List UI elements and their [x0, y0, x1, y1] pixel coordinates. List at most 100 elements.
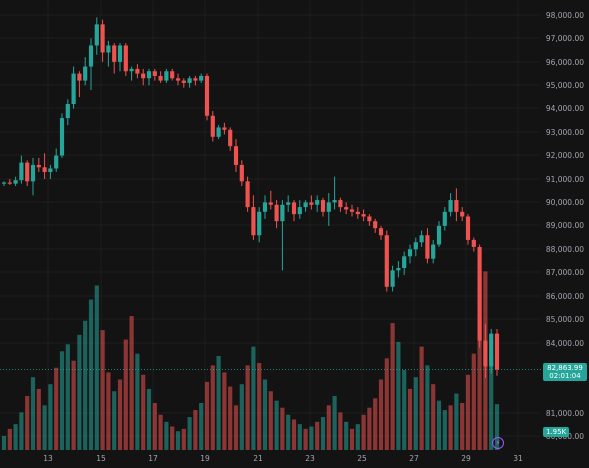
candle-body: [355, 211, 360, 215]
price-tick-label: 92,000.00: [546, 151, 584, 160]
volume-bar: [135, 353, 140, 450]
candle-body: [431, 244, 436, 259]
volume-bar: [233, 405, 239, 450]
price-tick-label: 86,000.00: [546, 292, 584, 301]
candle-body: [129, 68, 134, 72]
volume-bar: [239, 384, 244, 450]
volume-bar: [431, 384, 436, 450]
candle-body: [216, 127, 221, 137]
time-tick-label: 27: [409, 454, 419, 463]
volume-bar: [489, 356, 494, 450]
candle-body: [390, 270, 395, 287]
candle-body: [175, 78, 181, 81]
volume-bar: [77, 334, 82, 450]
volume-bar: [494, 404, 500, 450]
volume-bar: [181, 428, 186, 450]
candle-body: [494, 333, 500, 370]
candle-body: [460, 211, 465, 217]
price-tick-label: 89,000.00: [546, 221, 584, 230]
price-tick-label: 94,000.00: [546, 104, 584, 113]
volume-bar: [175, 431, 181, 450]
candle-body: [349, 209, 355, 212]
volume-bar: [158, 414, 163, 450]
volume-bar: [164, 421, 169, 450]
candle-body: [286, 202, 291, 205]
volume-bar: [291, 419, 297, 450]
candle-body: [7, 182, 12, 184]
candle-body: [465, 216, 471, 240]
price-axis[interactable]: 98,000.00 97,000.00 96,000.00 95,000.00 94,0…: [546, 11, 584, 441]
price-tick-label: 91,000.00: [546, 175, 584, 184]
candle-body: [378, 228, 384, 236]
candle-body: [413, 242, 418, 250]
price-tick-label: 84,000.00: [546, 339, 584, 348]
volume-bar: [384, 358, 389, 450]
candle-body: [361, 214, 366, 217]
volume-bar: [320, 417, 326, 450]
candle-body: [274, 204, 279, 222]
volume-bar: [471, 353, 476, 450]
candle-body: [36, 164, 41, 168]
volume-bar: [367, 407, 372, 450]
time-tick-label: 25: [357, 454, 367, 463]
volume-bar: [199, 403, 204, 450]
candle-body: [193, 78, 198, 81]
candle-body: [315, 200, 320, 205]
price-tick-label: 87,000.00: [546, 268, 584, 277]
candle-body: [123, 45, 128, 72]
candle-body: [257, 211, 262, 236]
volume-bar: [262, 379, 268, 450]
candle-body: [152, 71, 157, 76]
time-tick-label: 17: [148, 454, 158, 463]
candle-body: [146, 71, 152, 79]
last-price-tag: 82,863.99 02:01:04: [543, 363, 587, 381]
volume-bar: [13, 424, 18, 450]
candle-body: [30, 164, 36, 182]
candle-body: [262, 202, 268, 212]
candle-body: [367, 216, 372, 222]
volume-bar: [19, 412, 24, 450]
candle-body: [222, 127, 227, 130]
candle-body: [13, 180, 18, 184]
candle-body: [309, 202, 314, 205]
candle-body: [48, 168, 53, 172]
price-tick-label: 85,000.00: [546, 315, 584, 324]
volume-bar: [390, 323, 395, 450]
candle-body: [25, 162, 30, 182]
volume-bar: [123, 339, 128, 450]
volume-bar: [460, 403, 465, 450]
lightning-icon[interactable]: ⚡: [492, 437, 504, 449]
volume-bar: [378, 379, 384, 450]
time-tick-label: 21: [253, 454, 263, 463]
candle-body: [373, 221, 378, 229]
volume-bar: [100, 330, 105, 450]
time-tick-label: 31: [513, 454, 523, 463]
volume-bar: [407, 388, 413, 450]
time-axis[interactable]: 13 15 17 19 21 23 25 27 29 31: [43, 454, 523, 463]
volume-bar: [349, 428, 355, 450]
volume-bar: [222, 372, 227, 450]
volume-bar: [187, 417, 192, 450]
volume-bar: [170, 426, 175, 450]
candle-body: [106, 45, 111, 53]
volume-tag: 1.95K: [543, 427, 570, 437]
volume-bar: [373, 398, 378, 450]
candle-body: [158, 75, 163, 81]
volume-bar: [7, 428, 12, 450]
time-tick-label: 23: [305, 454, 315, 463]
candle-body: [402, 256, 407, 269]
candle-body: [303, 202, 308, 208]
candle-body: [42, 167, 47, 172]
candle-body: [141, 73, 146, 79]
price-tick-label: 90,000.00: [546, 198, 584, 207]
volume-bar: [396, 341, 401, 450]
candle-body: [112, 45, 117, 62]
volume-bar: [280, 407, 285, 450]
volume-bar: [1, 435, 7, 450]
volume-bar: [315, 421, 320, 450]
volume-bar: [117, 379, 123, 450]
price-tick-label: 88,000.00: [546, 245, 584, 254]
candle-body: [19, 162, 24, 181]
